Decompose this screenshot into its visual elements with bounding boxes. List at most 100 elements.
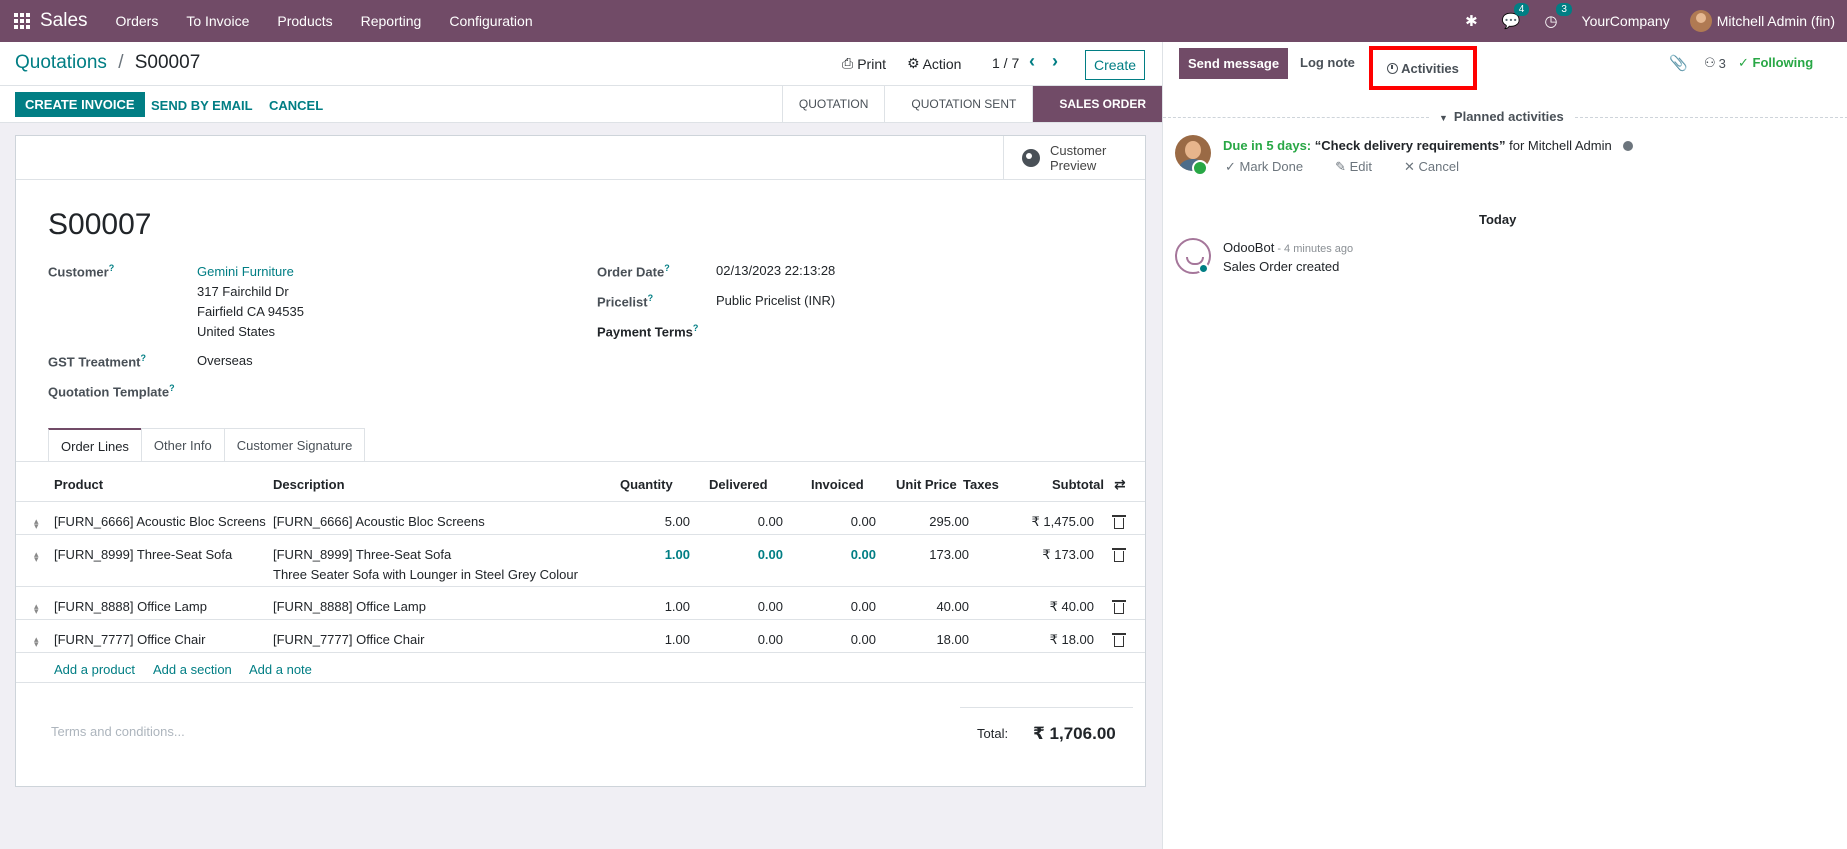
planned-activities-header[interactable]: ▼ Planned activities <box>1163 107 1847 127</box>
planned-activities-toggle[interactable]: ▼ Planned activities <box>1439 109 1564 124</box>
following-button[interactable]: ✓ Following <box>1738 55 1814 70</box>
activities-badge: 3 <box>1556 3 1572 16</box>
trash-icon[interactable] <box>1112 515 1126 529</box>
stage-quotation[interactable]: QUOTATION <box>781 86 885 122</box>
status-bar: CREATE INVOICE SEND BY EMAIL CANCEL QUOT… <box>0 86 1162 123</box>
action-button[interactable]: ⚙ Action <box>907 55 962 72</box>
send-message-button[interactable]: Send message <box>1179 48 1289 79</box>
send-by-email-button[interactable]: SEND BY EMAIL <box>151 98 253 113</box>
row2-unit-price[interactable]: 173.00 <box>929 547 969 562</box>
row4-invoiced[interactable]: 0.00 <box>850 632 876 647</box>
menu-configuration[interactable]: Configuration <box>449 13 533 29</box>
breadcrumb-current: S00007 <box>134 52 201 73</box>
edit-activity-button[interactable]: ✎ Edit <box>1335 159 1373 174</box>
apps-menu-icon[interactable] <box>4 0 40 42</box>
tab-other-info[interactable]: Other Info <box>140 428 225 462</box>
stage-quotation-sent[interactable]: QUOTATION SENT <box>884 86 1032 122</box>
row1-delivered[interactable]: 0.00 <box>757 514 783 529</box>
messages-icon[interactable]: 💬 4 <box>1502 3 1530 30</box>
customer-preview-button[interactable]: Customer Preview <box>1003 136 1145 180</box>
log-note-button[interactable]: Log note <box>1300 55 1355 70</box>
row2-product[interactable]: [FURN_8999] Three-Seat Sofa <box>54 547 233 562</box>
row3-invoiced[interactable]: 0.00 <box>850 599 876 614</box>
messages-badge: 4 <box>1513 3 1530 16</box>
row4-delivered[interactable]: 0.00 <box>757 632 783 647</box>
row3-delivered[interactable]: 0.00 <box>757 599 783 614</box>
create-invoice-button[interactable]: CREATE INVOICE <box>15 92 145 117</box>
breadcrumb: Quotations / S00007 <box>15 52 200 74</box>
trash-icon[interactable] <box>1112 548 1126 562</box>
paperclip-icon[interactable]: 📎 <box>1669 55 1688 72</box>
tab-order-lines[interactable]: Order Lines <box>48 428 142 462</box>
col-description[interactable]: Description <box>273 477 345 492</box>
company-switcher[interactable]: YourCompany <box>1581 13 1670 29</box>
user-menu[interactable]: Mitchell Admin (fin) <box>1689 10 1835 32</box>
col-taxes[interactable]: Taxes <box>963 477 999 492</box>
trash-icon[interactable] <box>1112 633 1126 647</box>
row2-description[interactable]: [FURN_8999] Three-Seat Sofa <box>273 547 452 562</box>
app-name[interactable]: Sales <box>40 10 88 31</box>
row1-quantity[interactable]: 5.00 <box>664 514 690 529</box>
row-handle-icon[interactable]: ▴ ▾ <box>34 549 39 564</box>
pager-next-icon[interactable]: › <box>1052 51 1058 71</box>
pager-previous-icon[interactable]: ‹ <box>1029 51 1035 71</box>
row1-unit-price[interactable]: 295.00 <box>929 514 969 529</box>
pricelist-field[interactable]: Public Pricelist (INR) <box>716 293 836 308</box>
col-unit-price[interactable]: Unit Price <box>896 477 957 492</box>
divider-line <box>1575 117 1847 118</box>
row3-product[interactable]: [FURN_8888] Office Lamp <box>54 599 207 614</box>
address-line-3: United States <box>197 324 276 339</box>
menu-reporting[interactable]: Reporting <box>360 13 422 29</box>
row-handle-icon[interactable]: ▴ ▾ <box>34 516 39 531</box>
row3-description[interactable]: [FURN_8888] Office Lamp <box>273 599 426 614</box>
row2-description-line2[interactable]: Three Seater Sofa with Lounger in Steel … <box>273 567 578 582</box>
debug-bug-icon[interactable]: ✱ <box>1465 13 1478 30</box>
menu-to-invoice[interactable]: To Invoice <box>186 13 250 29</box>
terms-input[interactable]: Terms and conditions... <box>51 724 185 739</box>
print-button[interactable]: ⎙ Print <box>842 55 886 72</box>
stage-sales-order[interactable]: SALES ORDER <box>1032 86 1162 122</box>
col-invoiced[interactable]: Invoiced <box>811 477 864 492</box>
add-note-link[interactable]: Add a note <box>249 662 312 677</box>
row2-invoiced[interactable]: 0.00 <box>850 547 876 562</box>
order-date-field[interactable]: 02/13/2023 22:13:28 <box>716 263 836 278</box>
activities-clock-icon[interactable]: ◷ 3 <box>1544 3 1572 30</box>
followers-button[interactable]: ⚇ 3 <box>1704 55 1726 71</box>
customer-label: Customer? <box>48 263 115 280</box>
menu-orders[interactable]: Orders <box>115 13 159 29</box>
col-subtotal[interactable]: Subtotal <box>1052 477 1104 492</box>
activities-button[interactable]: Activities <box>1369 46 1477 90</box>
optional-columns-icon[interactable]: ⇄ <box>1114 476 1126 492</box>
row4-product[interactable]: [FURN_7777] Office Chair <box>54 632 206 647</box>
row-handle-icon[interactable]: ▴ ▾ <box>34 601 39 616</box>
row2-delivered[interactable]: 0.00 <box>757 547 783 562</box>
cancel-order-button[interactable]: CANCEL <box>269 98 324 113</box>
create-button[interactable]: Create <box>1085 50 1145 80</box>
info-icon[interactable] <box>1623 141 1634 151</box>
row1-invoiced[interactable]: 0.00 <box>850 514 876 529</box>
cancel-activity-button[interactable]: ✕ Cancel <box>1404 159 1459 174</box>
row4-quantity[interactable]: 1.00 <box>664 632 690 647</box>
menu-products[interactable]: Products <box>277 13 333 29</box>
add-product-link[interactable]: Add a product <box>54 662 135 677</box>
pager-value[interactable]: 1 / 7 <box>992 55 1020 71</box>
row3-unit-price[interactable]: 40.00 <box>936 599 969 614</box>
row-handle-icon[interactable]: ▴ ▾ <box>34 634 39 649</box>
gst-treatment-field[interactable]: Overseas <box>197 353 253 368</box>
row1-description[interactable]: [FURN_6666] Acoustic Bloc Screens <box>273 514 485 529</box>
row4-unit-price[interactable]: 18.00 <box>936 632 969 647</box>
row2-quantity[interactable]: 1.00 <box>664 547 690 562</box>
row1-product[interactable]: [FURN_6666] Acoustic Bloc Screens <box>54 514 266 529</box>
add-section-link[interactable]: Add a section <box>153 662 232 677</box>
col-quantity[interactable]: Quantity <box>620 477 673 492</box>
mark-done-button[interactable]: ✓ Mark Done <box>1225 159 1304 174</box>
trash-icon[interactable] <box>1112 600 1126 614</box>
col-product[interactable]: Product <box>54 477 104 492</box>
quotation-template-label: Quotation Template? <box>48 383 175 400</box>
col-delivered[interactable]: Delivered <box>709 477 768 492</box>
customer-field[interactable]: Gemini Furniture <box>197 264 294 279</box>
tab-customer-signature[interactable]: Customer Signature <box>223 428 366 462</box>
row4-description[interactable]: [FURN_7777] Office Chair <box>273 632 425 647</box>
breadcrumb-quotations[interactable]: Quotations <box>15 52 107 73</box>
row3-quantity[interactable]: 1.00 <box>664 599 690 614</box>
